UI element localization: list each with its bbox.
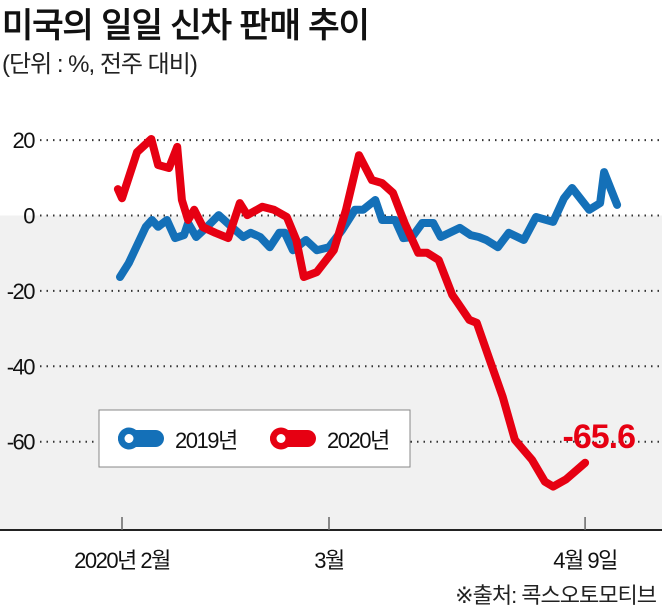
x-tick-label: 2020년 2월: [74, 548, 170, 573]
source-note: ※출처: 콕스오토모티브: [455, 583, 657, 608]
legend-marker-dot: [124, 434, 134, 443]
x-tick-label: 4월 9일: [553, 548, 617, 573]
y-tick-label: -60: [7, 430, 36, 455]
chart-subtitle: (단위 : %, 전주 대비): [2, 51, 198, 78]
legend-marker-dot: [276, 434, 286, 443]
y-tick-label: -20: [7, 279, 36, 304]
legend-label: 2020년: [327, 428, 389, 453]
y-tick-label: 20: [13, 128, 36, 153]
chart-title: 미국의 일일 신차 판매 추이: [2, 7, 370, 45]
series-line-2020: [113, 135, 590, 491]
legend-label: 2019년: [175, 428, 237, 453]
x-tick-label: 3월: [314, 548, 344, 573]
end-value-annotation: -65.6: [563, 418, 636, 456]
negative-region: [0, 215, 662, 530]
y-tick-label: 0: [23, 204, 35, 229]
y-tick-label: -40: [7, 354, 36, 379]
